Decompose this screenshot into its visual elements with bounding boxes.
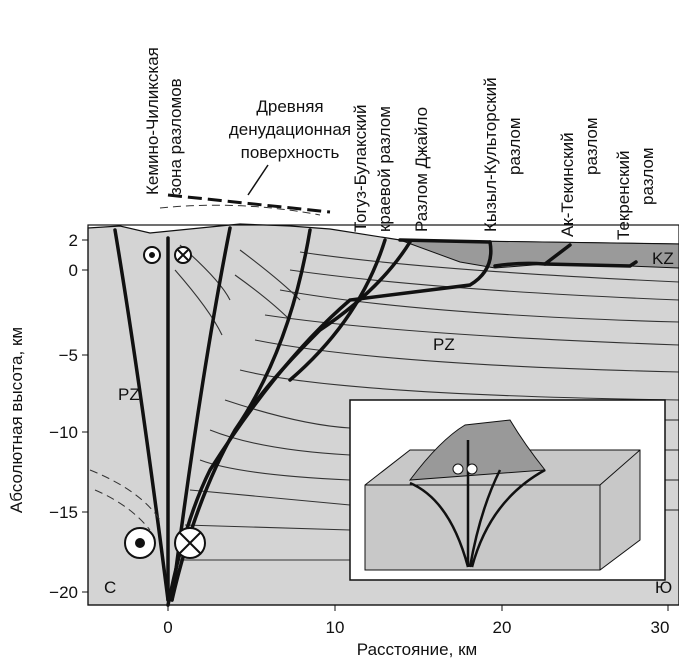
unit-label: PZ [433, 335, 455, 354]
cross-section: 0 10 20 30 Расстояние, км 2 0 −5 −10 −15… [0, 0, 679, 661]
fault-label: Разлом Джайло [412, 107, 431, 232]
direction-label: С [104, 578, 116, 597]
y-axis-label: Абсолютная высота, км [7, 327, 26, 513]
y-tick-label: −15 [49, 503, 78, 522]
direction-label: Ю [655, 578, 672, 597]
fault-label: Текренский [614, 150, 633, 240]
x-tick-label: 10 [326, 618, 345, 637]
y-tick-label: −20 [49, 583, 78, 602]
surface-label: денудационная [229, 120, 351, 139]
surface-label: Древняя [256, 97, 323, 116]
fault-label: разлом [638, 147, 657, 205]
fault-label: Тогуз-Булакский [351, 104, 370, 232]
y-tick-label: −5 [59, 346, 78, 365]
inset [350, 400, 665, 580]
y-tick-label: 0 [69, 261, 78, 280]
fault-label: краевой разлом [375, 106, 394, 232]
ancient-surface [168, 195, 330, 212]
fault-label: Кызыл-Культорский [481, 77, 500, 232]
fault-label: Кемино-Чиликская [143, 47, 162, 195]
x-tick-label: 20 [493, 618, 512, 637]
surface-label: поверхность [241, 143, 340, 162]
fault-label: зона разломов [166, 78, 185, 195]
unit-label: KZ [652, 249, 674, 268]
unit-label: PZ [118, 385, 140, 404]
fault-label: разлом [582, 117, 601, 175]
y-tick-label: −10 [49, 423, 78, 442]
fault-label: Ак-Текинский [558, 132, 577, 237]
fault-label: разлом [505, 117, 524, 175]
x-tick-label: 30 [651, 618, 670, 637]
pointer [248, 165, 268, 195]
y-tick-label: 2 [69, 231, 78, 250]
x-axis-label: Расстояние, км [357, 640, 477, 659]
x-tick-label: 0 [163, 618, 172, 637]
ancient-surface-thin [160, 205, 320, 215]
